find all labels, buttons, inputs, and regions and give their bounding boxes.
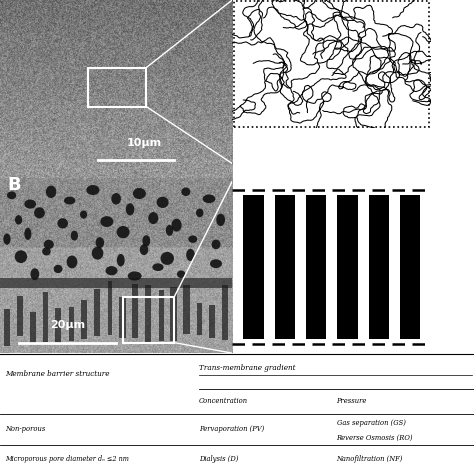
Ellipse shape (186, 249, 195, 261)
Ellipse shape (7, 191, 16, 199)
Bar (210, 305, 216, 338)
Ellipse shape (177, 271, 185, 278)
Text: Dialysis (D): Dialysis (D) (199, 456, 238, 464)
Bar (274, 195, 295, 339)
Bar (369, 195, 389, 339)
Ellipse shape (126, 203, 134, 215)
Ellipse shape (188, 236, 197, 243)
Ellipse shape (166, 225, 173, 236)
Bar (30, 311, 36, 344)
Bar (88, 67, 146, 107)
Ellipse shape (71, 230, 78, 241)
Ellipse shape (96, 237, 104, 248)
Bar (17, 296, 23, 337)
Text: Pressure: Pressure (337, 398, 367, 405)
Bar (3, 309, 10, 346)
Ellipse shape (24, 228, 31, 240)
Bar (198, 303, 202, 335)
Bar (306, 195, 326, 339)
Ellipse shape (117, 254, 125, 266)
Ellipse shape (172, 219, 182, 232)
Ellipse shape (210, 259, 222, 268)
Text: B: B (7, 176, 20, 194)
Ellipse shape (128, 272, 142, 281)
Ellipse shape (24, 200, 36, 209)
Ellipse shape (57, 218, 68, 228)
Bar (171, 287, 177, 341)
Ellipse shape (15, 215, 22, 225)
Ellipse shape (46, 185, 56, 198)
Bar (158, 290, 164, 341)
Bar (132, 284, 138, 338)
Bar (0, 278, 232, 288)
Bar (119, 297, 126, 337)
Ellipse shape (148, 212, 158, 224)
Ellipse shape (92, 246, 103, 260)
Ellipse shape (64, 197, 75, 204)
Ellipse shape (3, 234, 10, 245)
Ellipse shape (140, 244, 148, 255)
Ellipse shape (30, 268, 39, 280)
Ellipse shape (117, 226, 129, 238)
Text: 10μm: 10μm (127, 137, 162, 147)
Bar (43, 292, 48, 342)
Bar (55, 308, 61, 343)
Bar (400, 195, 420, 339)
Ellipse shape (15, 250, 27, 263)
Ellipse shape (211, 239, 220, 249)
Ellipse shape (67, 255, 77, 268)
Ellipse shape (86, 185, 100, 195)
Ellipse shape (111, 193, 121, 205)
Bar (123, 297, 174, 343)
Text: Reverse Osmosis (RO): Reverse Osmosis (RO) (337, 434, 413, 442)
Ellipse shape (152, 264, 164, 271)
Ellipse shape (156, 197, 169, 208)
Bar (108, 281, 112, 335)
Bar (222, 285, 228, 340)
Ellipse shape (202, 194, 216, 203)
Ellipse shape (80, 210, 87, 219)
Text: Microporous pore diameter dₙ ≤2 nm: Microporous pore diameter dₙ ≤2 nm (5, 456, 128, 464)
Text: Membrane barrier structure: Membrane barrier structure (5, 370, 109, 378)
Text: Gas separation (GS): Gas separation (GS) (337, 419, 405, 427)
Text: Pervaporation (PV): Pervaporation (PV) (199, 425, 264, 433)
Bar (234, 1, 429, 127)
Ellipse shape (133, 188, 146, 199)
Bar (337, 195, 358, 339)
Ellipse shape (106, 266, 118, 275)
Text: Non-porous: Non-porous (5, 425, 45, 433)
Bar (81, 300, 87, 339)
Text: Trans-membrane gradient: Trans-membrane gradient (199, 364, 296, 372)
Bar (183, 285, 190, 334)
Text: 20μm: 20μm (50, 320, 85, 330)
Ellipse shape (100, 216, 113, 227)
Ellipse shape (161, 252, 174, 265)
Ellipse shape (34, 207, 45, 219)
Text: Concentration: Concentration (199, 398, 248, 405)
Text: Nanofiltration (NF): Nanofiltration (NF) (337, 456, 403, 464)
Bar (94, 289, 100, 336)
Bar (69, 307, 73, 341)
Ellipse shape (44, 240, 54, 249)
Ellipse shape (142, 235, 150, 246)
Ellipse shape (42, 247, 51, 255)
Ellipse shape (196, 209, 203, 217)
Ellipse shape (182, 188, 190, 196)
Bar (145, 284, 151, 342)
Bar (243, 195, 264, 339)
Ellipse shape (216, 214, 225, 226)
Ellipse shape (54, 265, 63, 273)
